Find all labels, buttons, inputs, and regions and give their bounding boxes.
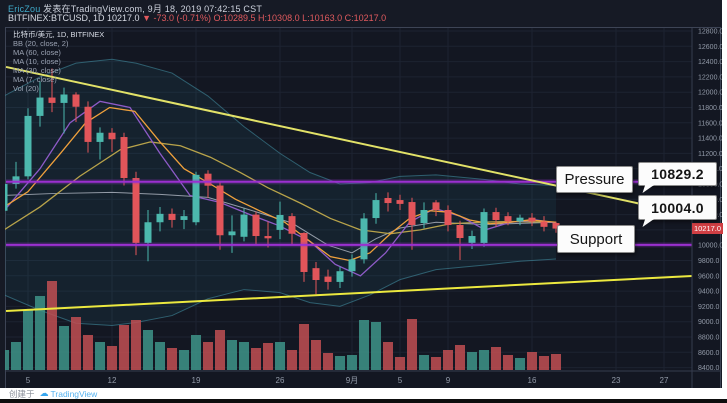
price-tick-label: 11400.0 (698, 136, 722, 143)
symbol-header: BITFINEX:BTCUSD, 1D 10217.0 ▼ -73.0 (-0.… (8, 13, 386, 23)
price-tick-label: 9000.0 (698, 319, 720, 326)
legend-indicator: BB (20, close, 2) (13, 39, 69, 48)
author-name[interactable]: EricZou (8, 4, 41, 14)
time-tick-label: 23 (612, 376, 621, 385)
price-tick-label: 12600.0 (698, 44, 722, 51)
price-tick-label: 9800.0 (698, 258, 720, 265)
price-tick-label: 9400.0 (698, 289, 720, 296)
price-tick-label: 12000.0 (698, 90, 722, 97)
price-tick-label: 11200.0 (698, 151, 722, 158)
price-tick-label: 9200.0 (698, 304, 720, 311)
last-price-tag: 10217.0 (692, 223, 723, 234)
symbol-price: BITFINEX:BTCUSD, 1D 10217.0 (8, 13, 140, 23)
chart-app-background: EricZou 发表在TradingView.com, 9月 18, 2019 … (0, 0, 722, 390)
support-label[interactable]: Support (557, 225, 635, 253)
time-tick-label: 9 (446, 376, 451, 385)
tradingview-cloud-icon: ☁ (39, 388, 49, 398)
pressure-value-callout[interactable]: 10829.2 (638, 162, 717, 186)
price-tick-label: 12800.0 (698, 29, 722, 36)
time-tick-label: 12 (108, 376, 117, 385)
time-tick-label: 5 (398, 376, 403, 385)
ma-line (5, 106, 557, 262)
legend-indicator: MA (60, close) (13, 48, 61, 57)
price-tick-label: 12400.0 (698, 59, 722, 66)
time-tick-label: 9月 (346, 376, 358, 385)
price-tick-label: 12200.0 (698, 74, 722, 81)
trendline (5, 275, 693, 312)
tradingview-link[interactable]: TradingView (50, 388, 98, 399)
indicator-legend: 比特币/美元, 1D, BITFINEX BB (20, close, 2) MA… (13, 30, 104, 93)
time-tick-label: 5 (26, 376, 31, 385)
ma-line (5, 141, 557, 235)
created-with-label: 创建于 (9, 388, 35, 399)
chart-title: 比特币/美元, 1D, BITFINEX (13, 30, 105, 39)
time-tick-label: 16 (528, 376, 537, 385)
post-header: EricZou 发表在TradingView.com, 9月 18, 2019 … (8, 2, 262, 15)
price-tick-label: 8800.0 (698, 335, 720, 342)
pressure-label[interactable]: Pressure (556, 166, 633, 193)
candlestick-chart[interactable]: 8400.0 8600.0 8800.0 9000.0 9200.0 9400.0 9600… (5, 27, 722, 390)
post-timestamp: 发表在TradingView.com, 9月 18, 2019 07:42:15… (43, 4, 263, 14)
time-tick-label: 19 (192, 376, 201, 385)
legend-indicator: MA (7, close) (13, 75, 57, 84)
legend-indicator: MA (10, close) (13, 57, 61, 66)
price-tick-label: 11600.0 (698, 120, 722, 127)
price-tick-label: 10000.0 (698, 243, 722, 250)
price-change: ▼ -73.0 (-0.71%) (142, 13, 211, 23)
bottom-black-bar (0, 399, 727, 403)
price-tick-label: 8600.0 (698, 350, 720, 357)
support-value-callout[interactable]: 10004.0 (638, 195, 717, 220)
candles-layer (5, 68, 560, 295)
time-tick-label: 27 (660, 376, 669, 385)
legend-indicator: Vol (20) (13, 84, 39, 93)
price-tick-label: 9600.0 (698, 273, 720, 280)
price-tick-label: 8400.0 (698, 365, 720, 372)
legend-indicator: MA (30, close) (13, 66, 61, 75)
volume-bars (5, 281, 561, 370)
attribution-footer: 创建于 ☁ TradingView (0, 388, 727, 399)
price-tick-label: 11800.0 (698, 105, 722, 112)
time-tick-label: 26 (276, 376, 285, 385)
ohlc-readout: O:10289.5 H:10308.0 L:10163.0 C:10217.0 (213, 13, 387, 23)
